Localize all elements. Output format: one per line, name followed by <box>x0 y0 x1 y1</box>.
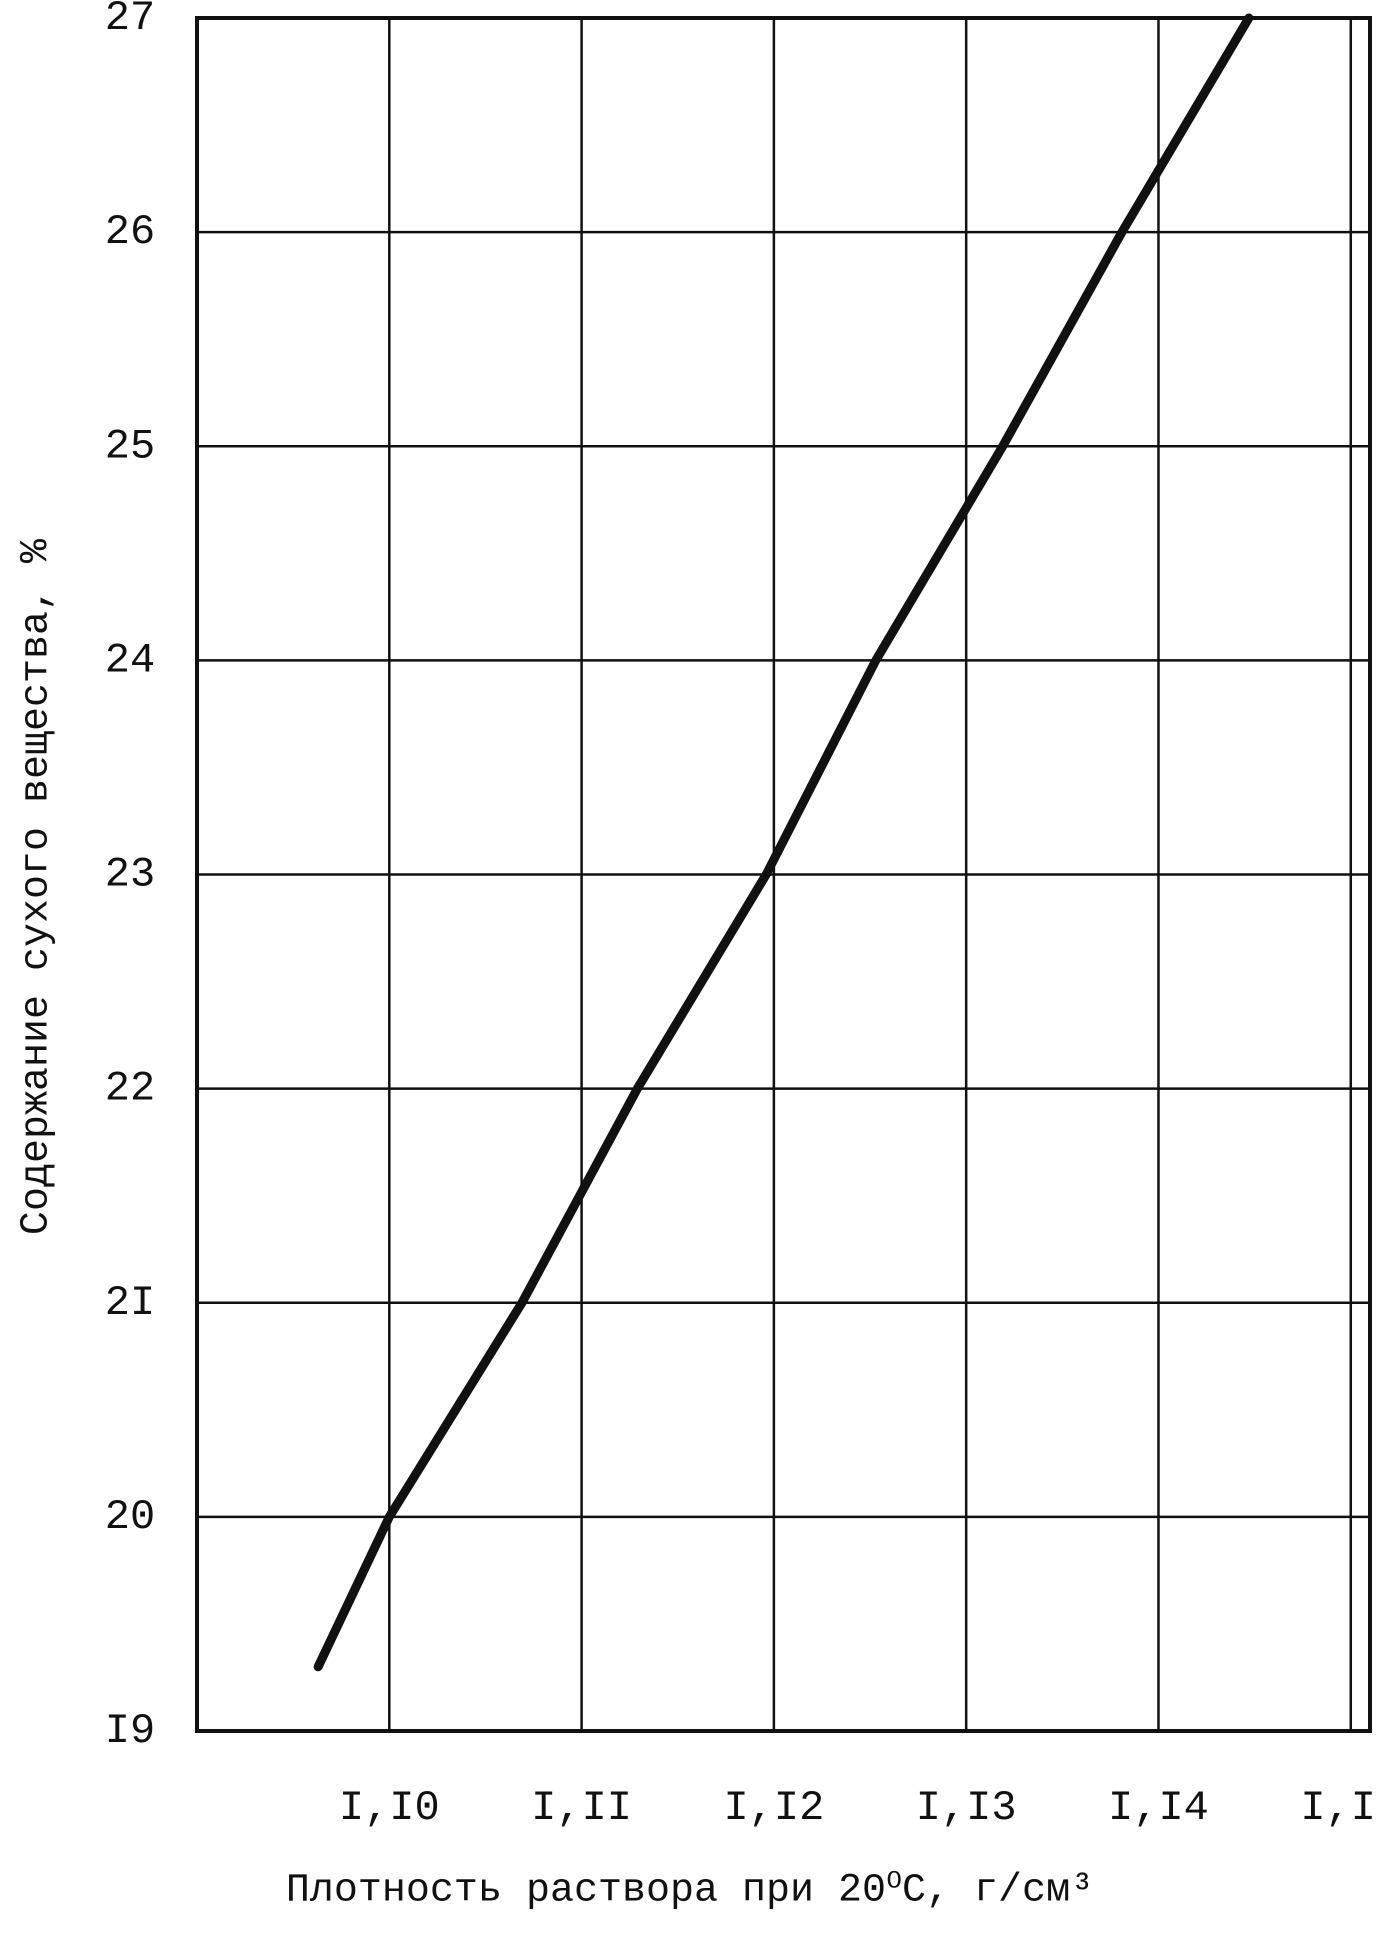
y-tick-label: 26 <box>105 208 155 256</box>
data-line <box>313 13 1254 1672</box>
x-tick-label: I,I2 <box>723 1784 824 1832</box>
x-tick-label: I,I4 <box>1108 1784 1209 1832</box>
x-tick-label: I,I3 <box>916 1784 1017 1832</box>
x-tick-label: I,I5 <box>1300 1784 1377 1832</box>
y-axis-label: Содержание сухого вещества, % <box>15 538 60 1235</box>
y-tick-label: 23 <box>105 851 155 899</box>
plot-frame <box>195 16 1372 1733</box>
x-tick-label: I,I0 <box>339 1784 440 1832</box>
y-tick-label: 22 <box>105 1065 155 1113</box>
y-tick-label: 27 <box>105 0 155 42</box>
y-tick-label: 20 <box>105 1493 155 1541</box>
y-tick-label: 25 <box>105 422 155 470</box>
y-tick-label: 2I <box>105 1279 155 1327</box>
x-tick-label: I,II <box>531 1784 632 1832</box>
y-tick-label: 24 <box>105 636 155 684</box>
y-tick-label: I9 <box>105 1707 155 1755</box>
x-axis-label: Плотность раствора при 20⁰С, г/см³ <box>286 1869 1094 1914</box>
